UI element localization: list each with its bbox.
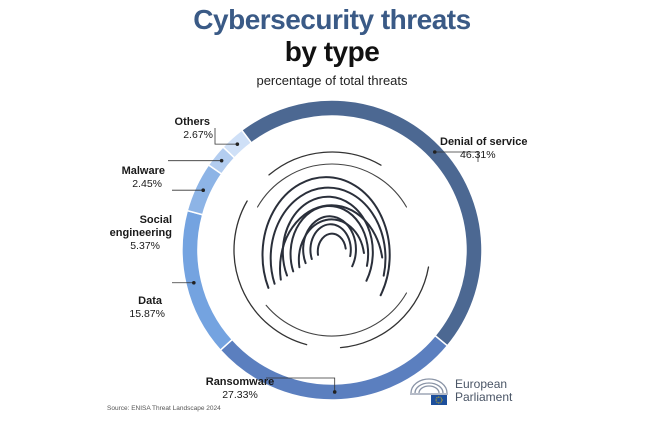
label-value-data: 15.87% [129, 308, 165, 320]
label-value-social: 5.37% [130, 240, 160, 252]
fingerprint-icon [234, 152, 429, 348]
slice-data [182, 211, 232, 351]
logo-line2: Parliament [455, 391, 512, 404]
parliament-building-icon [407, 375, 451, 405]
label-name-malware: Malware [122, 165, 165, 177]
european-parliament-logo: European Parliament [407, 375, 527, 409]
label-value-ransomware: 27.33% [222, 389, 258, 401]
label-name-social-2: engineering [110, 227, 172, 239]
label-name-ransomware: Ransomware [206, 376, 274, 388]
fingerprint-stroke [269, 152, 381, 175]
label-value-others: 2.67% [183, 129, 213, 141]
leader-dot-malware [220, 159, 224, 163]
leader-dot-denial-of-service [433, 150, 437, 154]
label-name-denial: Denial of service [440, 136, 527, 148]
fingerprint-ridge [318, 234, 346, 255]
label-value-denial: 46.31% [460, 149, 496, 161]
label-name-others: Others [175, 116, 210, 128]
fingerprint-stroke [341, 267, 429, 348]
donut-slices [182, 100, 482, 400]
leader-dot-data [192, 281, 196, 285]
logo-text: European Parliament [455, 378, 512, 404]
leader-dot-social-engineering [201, 188, 205, 192]
label-value-malware: 2.45% [132, 178, 162, 190]
label-name-social-1: Social [140, 214, 172, 226]
source-note: Source: ENISA Threat Landscape 2024 [107, 405, 221, 412]
fingerprint-ridge [310, 224, 350, 259]
leader-dot-ransomware [333, 390, 337, 394]
slice-labels: Denial of service 46.31% Ransomware 27.3… [110, 116, 528, 401]
label-name-data: Data [138, 295, 163, 307]
leader-dot-others [236, 142, 240, 146]
fingerprint-stroke [266, 293, 406, 336]
